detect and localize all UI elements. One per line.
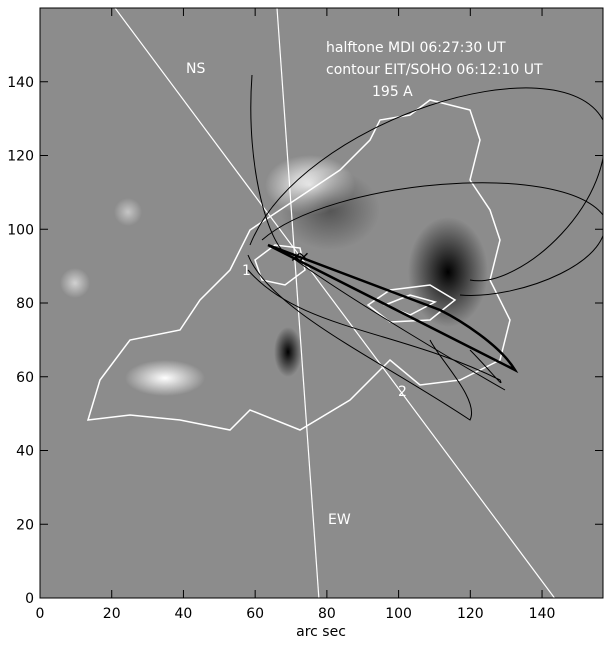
annotation: 195 A xyxy=(372,84,413,100)
annotation: EW xyxy=(328,512,351,528)
annotation: contour EIT/SOHO 06:12:10 UT xyxy=(326,62,543,78)
cross-marker: ✕ xyxy=(298,250,310,266)
y-tick-label: 60 xyxy=(16,370,34,386)
magnetogram: ✕ ✕ halftone MDI 06:27:30 UT contour EIT… xyxy=(40,8,604,600)
y-tick-label: 120 xyxy=(7,149,34,165)
x-tick-label: 120 xyxy=(457,606,484,622)
x-tick-label: 140 xyxy=(529,606,556,622)
x-tick-label: 80 xyxy=(318,606,336,622)
y-tick-label: 40 xyxy=(16,444,34,460)
x-tick-label: 100 xyxy=(385,606,412,622)
annotation: NS xyxy=(186,61,205,77)
x-tick-label: 40 xyxy=(175,606,193,622)
figure: ✕ ✕ halftone MDI 06:27:30 UT contour EIT… xyxy=(0,0,604,644)
x-tick-label: 20 xyxy=(103,606,121,622)
y-tick-label: 20 xyxy=(16,517,34,533)
annotation: 2 xyxy=(398,384,407,400)
annotation: 1 xyxy=(242,263,251,279)
y-tick-label: 80 xyxy=(16,296,34,312)
y-tick-label: 140 xyxy=(7,75,34,91)
x-axis-label: arc sec xyxy=(296,624,346,640)
x-tick-label: 0 xyxy=(36,606,45,622)
annotation: halftone MDI 06:27:30 UT xyxy=(326,40,506,56)
x-tick-label: 60 xyxy=(246,606,264,622)
y-tick-label: 0 xyxy=(25,591,34,607)
y-tick-label: 100 xyxy=(7,222,34,238)
